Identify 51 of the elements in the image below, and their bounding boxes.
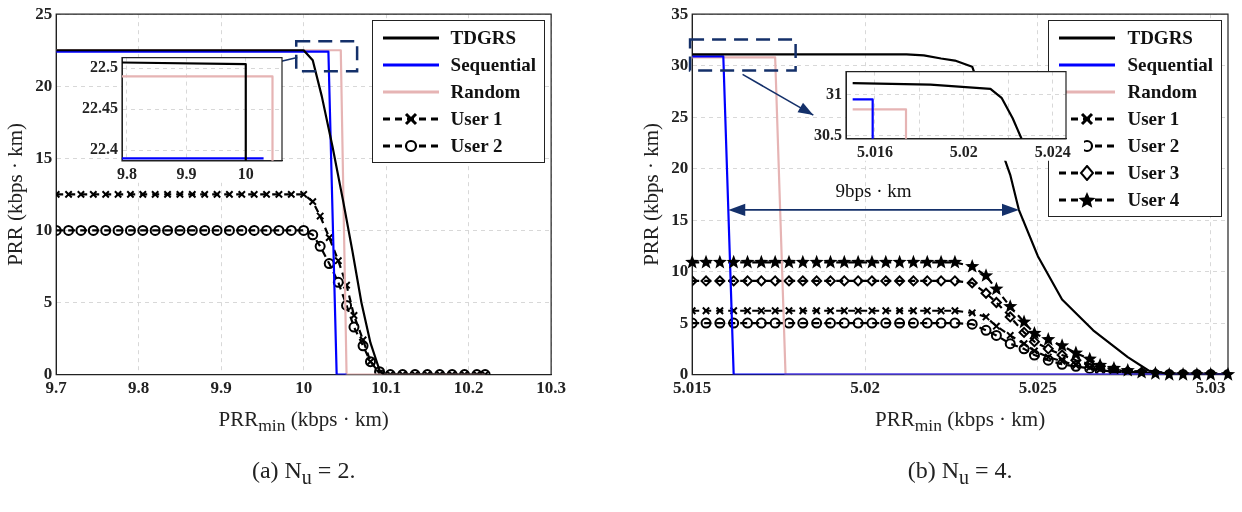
y-tick-label: 5 (679, 312, 689, 332)
y-tick-label: 10 (35, 219, 53, 239)
text: (b) N$_{u}$ = 4. (906, 457, 1014, 489)
y-tick-label: 15 (35, 147, 53, 167)
y-tick-label: 20 (35, 75, 53, 95)
x-tick-label: 10 (237, 164, 254, 182)
legend-label: User 2 (1127, 134, 1180, 159)
x-tick-label: 10.3 (536, 378, 566, 398)
legend-label: User 3 (1127, 161, 1180, 186)
legend-label: User 2 (450, 134, 503, 159)
legend-label: TDGRS (1127, 26, 1193, 51)
x-tick-label: 9.9 (210, 378, 232, 398)
legend-label: Random (1127, 80, 1198, 105)
y-tick-label: 35 (671, 3, 689, 23)
x-tick-label: 5.016 (856, 142, 893, 160)
x-axis-title: PRR$_{min}$ (kbps · km) (217, 407, 390, 437)
x-tick-label: 9.9 (176, 164, 197, 182)
x-tick-label: 5.02 (949, 142, 978, 160)
legend-label: TDGRS (450, 26, 517, 51)
y-tick-label: 22.5 (90, 58, 118, 76)
legend-label: User 4 (1127, 188, 1180, 213)
x-tick-label: 5.025 (1018, 378, 1057, 398)
y-tick-label: 22.4 (90, 140, 118, 158)
y-tick-label: 31 (826, 84, 842, 102)
x-tick-label: 10 (295, 378, 313, 398)
y-tick-label: 30.5 (814, 125, 842, 143)
legend-label: Sequential (450, 53, 537, 78)
legend-label: User 1 (450, 107, 503, 132)
x-tick-label: 5.024 (1034, 142, 1071, 160)
y-tick-label: 20 (671, 158, 689, 178)
y-tick-label: 22.45 (82, 99, 118, 117)
y-tick-label: 10 (671, 261, 689, 281)
legend-label: Random (450, 80, 521, 105)
legend-label: User 1 (1127, 107, 1180, 132)
x-tick-label: 5.03 (1195, 378, 1226, 398)
y-tick-label: 25 (35, 3, 53, 23)
x-tick-label: 10.1 (371, 378, 402, 398)
x-tick-label: 9.8 (128, 378, 150, 398)
x-tick-label: 5.02 (850, 378, 880, 398)
y-tick-label: 30 (671, 55, 689, 75)
x-tick-label: 10.2 (453, 378, 484, 398)
y-tick-label: 15 (671, 209, 689, 229)
y-tick-label: 25 (671, 106, 689, 126)
annotation: 9bps · km (835, 180, 912, 202)
y-axis-title: PRR (kbps · km) (639, 122, 664, 266)
text: (a) N$_{u}$ = 2. (250, 457, 357, 489)
x-tick-label: 9.8 (116, 164, 137, 182)
legend-label: Sequential (1127, 53, 1213, 78)
y-tick-label: 5 (43, 291, 53, 311)
y-axis-title: PRR (kbps · km) (3, 122, 28, 266)
x-axis-title: PRR$_{min}$ (kbps · km) (874, 407, 1047, 437)
